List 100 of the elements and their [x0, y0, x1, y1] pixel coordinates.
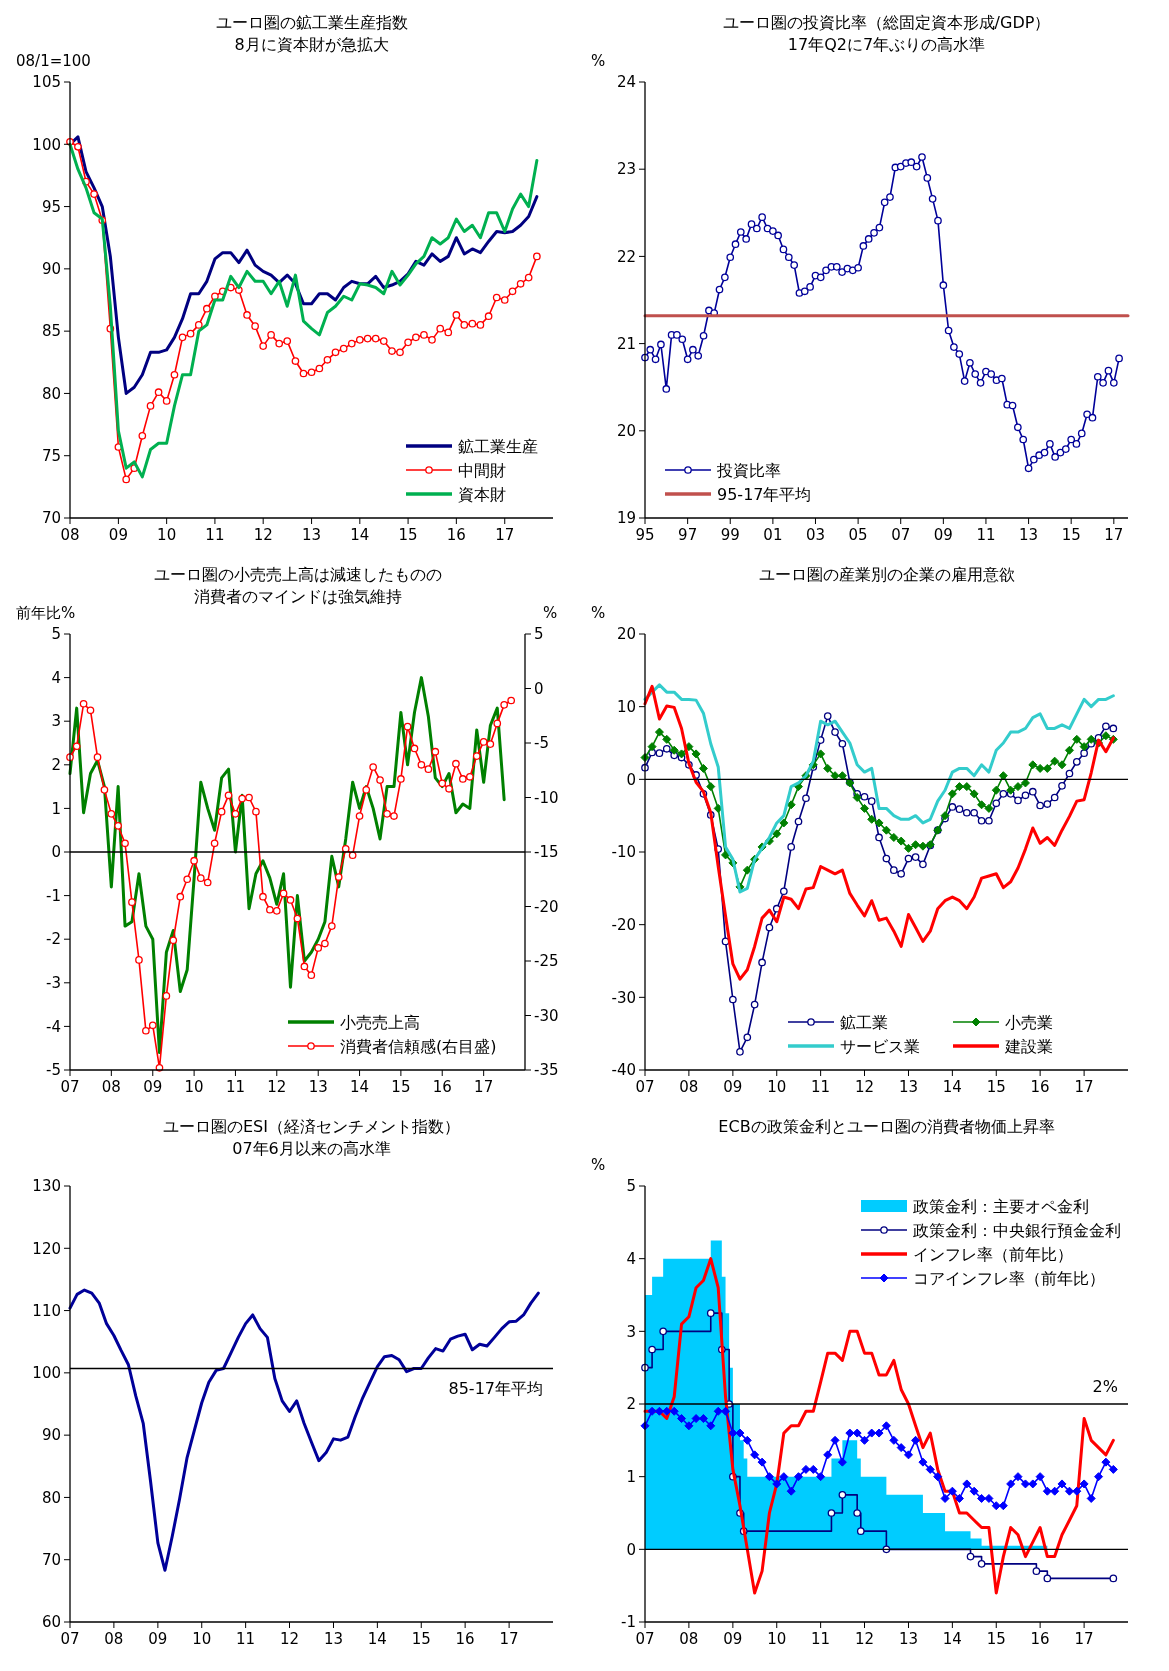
chart-subtitle: 17年Q2に7年ぶりの高水準	[787, 35, 986, 54]
x-tick-label: 10	[157, 526, 177, 544]
legend-label: 消費者信頼感(右目盛)	[340, 1036, 497, 1056]
x-tick-label: 05	[848, 526, 868, 544]
y-tick-label: 60	[41, 1613, 61, 1632]
x-tick-label: 15	[986, 1630, 1006, 1648]
y-tick-label: 90	[41, 1426, 61, 1445]
y-axis-title: %	[591, 1156, 606, 1174]
chart-title: ユーロ圏の鉱工業生産指数	[215, 13, 408, 32]
y-tick-label: 5	[626, 1177, 636, 1196]
y-tick-label: 70	[41, 509, 61, 528]
x-tick-label: 09	[723, 1078, 743, 1096]
chart-title: ユーロ圏の小売売上高は減速したものの	[153, 565, 442, 584]
x-tick-label: 15	[1061, 526, 1081, 544]
y-axis-title: 前年比%	[16, 604, 76, 622]
chart-title: ユーロ圏の産業別の企業の雇用意欲	[758, 565, 1015, 584]
chart-subtitle: 8月に資本財が急拡大	[234, 35, 389, 54]
x-tick-label: 08	[60, 526, 80, 544]
legend-label: 鉱工業	[840, 1012, 888, 1032]
x-tick-label: 14	[942, 1630, 962, 1648]
y2-tick-label: 0	[534, 679, 544, 698]
y-tick-label: 105	[32, 73, 61, 92]
x-tick-label: 13	[898, 1078, 919, 1096]
x-tick-label: 10	[767, 1078, 787, 1096]
y-tick-label: -1	[621, 1613, 636, 1632]
x-tick-label: 12	[854, 1078, 875, 1096]
x-tick-label: 17	[1074, 1078, 1094, 1096]
x-tick-label: 01	[763, 526, 783, 544]
y-tick-label: 4	[51, 668, 61, 687]
chart-title: ユーロ圏の投資比率（総固定資本形成/GDP）	[722, 13, 1051, 32]
chart-title: ECBの政策金利とユーロ圏の消費者物価上昇率	[718, 1117, 1055, 1136]
x-tick-label: 99	[720, 526, 740, 544]
x-tick-label: 08	[104, 1630, 124, 1648]
y2-axis-title: %	[543, 604, 558, 622]
y-tick-label: 5	[51, 625, 61, 644]
y-tick-label: 20	[616, 625, 636, 644]
y-tick-label: 19	[616, 509, 636, 528]
legend-label: 政策金利：主要オペ金利	[913, 1196, 1089, 1216]
y-tick-label: 0	[626, 1540, 636, 1559]
x-tick-label: 16	[432, 1078, 452, 1096]
x-tick-label: 14	[350, 526, 370, 544]
legend-label: 中間財	[458, 460, 506, 480]
x-tick-label: 15	[391, 1078, 411, 1096]
x-tick-label: 13	[323, 1630, 344, 1648]
x-tick-label: 97	[678, 526, 698, 544]
legend-label: 小売業	[1005, 1012, 1053, 1032]
y-tick-label: 2	[626, 1395, 636, 1414]
y-tick-label: 70	[41, 1550, 61, 1569]
y-tick-label: 24	[616, 73, 636, 92]
x-tick-label: 11	[225, 1078, 245, 1096]
x-tick-label: 07	[891, 526, 911, 544]
y-tick-label: 3	[626, 1322, 636, 1341]
x-tick-label: 10	[184, 1078, 204, 1096]
x-tick-label: 07	[60, 1630, 80, 1648]
legend-label: 小売売上高	[340, 1012, 420, 1032]
x-tick-label: 14	[367, 1630, 387, 1648]
y-tick-label: 21	[616, 334, 636, 353]
ref-line-label: 2%	[1092, 1377, 1118, 1396]
y2-tick-label: -35	[534, 1061, 559, 1080]
y-tick-label: 20	[616, 422, 636, 441]
legend-label: サービス業	[840, 1036, 920, 1056]
y-tick-label: -2	[46, 930, 61, 949]
legend-label: 資本財	[458, 484, 506, 504]
x-tick-label: 12	[279, 1630, 300, 1648]
x-tick-label: 12	[267, 1078, 287, 1096]
x-tick-label: 08	[101, 1078, 121, 1096]
y-tick-label: 85	[41, 322, 61, 341]
legend-label: コアインフレ率（前年比）	[913, 1268, 1105, 1288]
y-tick-label: 2	[51, 756, 61, 775]
x-tick-label: 17	[1074, 1630, 1094, 1648]
y-tick-label: 0	[51, 843, 61, 862]
y-tick-label: -20	[611, 915, 636, 934]
x-tick-label: 16	[1030, 1078, 1050, 1096]
y2-tick-label: -20	[534, 897, 559, 916]
y-tick-label: 110	[32, 1301, 61, 1320]
legend-label: インフレ率（前年比）	[913, 1244, 1073, 1264]
y-tick-label: -5	[46, 1061, 61, 1080]
legend-label: 95-17年平均	[717, 484, 812, 504]
legend-label: 投資比率	[716, 460, 781, 480]
y-tick-label: 80	[41, 384, 61, 403]
y-tick-label: 130	[32, 1177, 61, 1196]
y-tick-label: 3	[51, 712, 61, 731]
y-tick-label: 100	[32, 135, 61, 154]
x-tick-label: 17	[495, 526, 515, 544]
x-tick-label: 15	[986, 1078, 1006, 1096]
x-tick-label: 12	[854, 1630, 875, 1648]
x-tick-label: 14	[942, 1078, 962, 1096]
x-tick-label: 09	[143, 1078, 163, 1096]
y-tick-label: 100	[32, 1364, 61, 1383]
x-tick-label: 13	[308, 1078, 328, 1096]
y-tick-label: 75	[41, 446, 61, 465]
y-tick-label: -1	[46, 886, 61, 905]
x-tick-label: 15	[398, 526, 418, 544]
x-tick-label: 17	[499, 1630, 519, 1648]
x-tick-label: 07	[635, 1078, 655, 1096]
y2-tick-label: 5	[534, 625, 544, 644]
x-tick-label: 10	[192, 1630, 212, 1648]
x-tick-label: 11	[976, 526, 996, 544]
x-tick-label: 11	[236, 1630, 256, 1648]
y-axis-title: 08/1=100	[16, 52, 91, 70]
